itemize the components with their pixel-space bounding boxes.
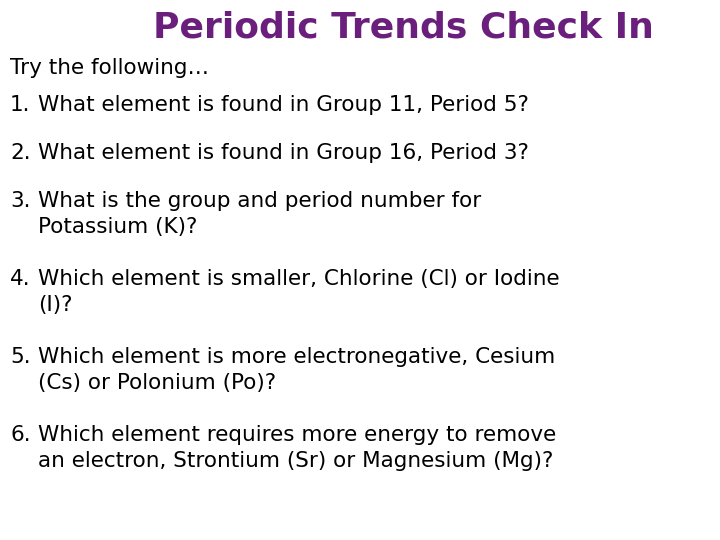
Text: 4.: 4. (10, 269, 31, 289)
Text: What element is found in Group 11, Period 5?: What element is found in Group 11, Perio… (38, 95, 529, 115)
Text: 2.: 2. (10, 143, 31, 163)
Text: 1.: 1. (10, 95, 30, 115)
Text: 3.: 3. (10, 191, 30, 211)
Text: What element is found in Group 16, Period 3?: What element is found in Group 16, Perio… (38, 143, 529, 163)
Text: 6.: 6. (10, 425, 31, 445)
Text: Which element is more electronegative, Cesium
(Cs) or Polonium (Po)?: Which element is more electronegative, C… (38, 347, 555, 394)
Text: Which element is smaller, Chlorine (Cl) or Iodine
(I)?: Which element is smaller, Chlorine (Cl) … (38, 269, 559, 315)
Text: 5.: 5. (10, 347, 31, 367)
Text: Which element requires more energy to remove
an electron, Strontium (Sr) or Magn: Which element requires more energy to re… (38, 425, 557, 471)
Text: Try the following…: Try the following… (10, 58, 209, 78)
Text: Periodic Trends Check In: Periodic Trends Check In (153, 10, 654, 44)
Text: What is the group and period number for
Potassium (K)?: What is the group and period number for … (38, 191, 481, 238)
